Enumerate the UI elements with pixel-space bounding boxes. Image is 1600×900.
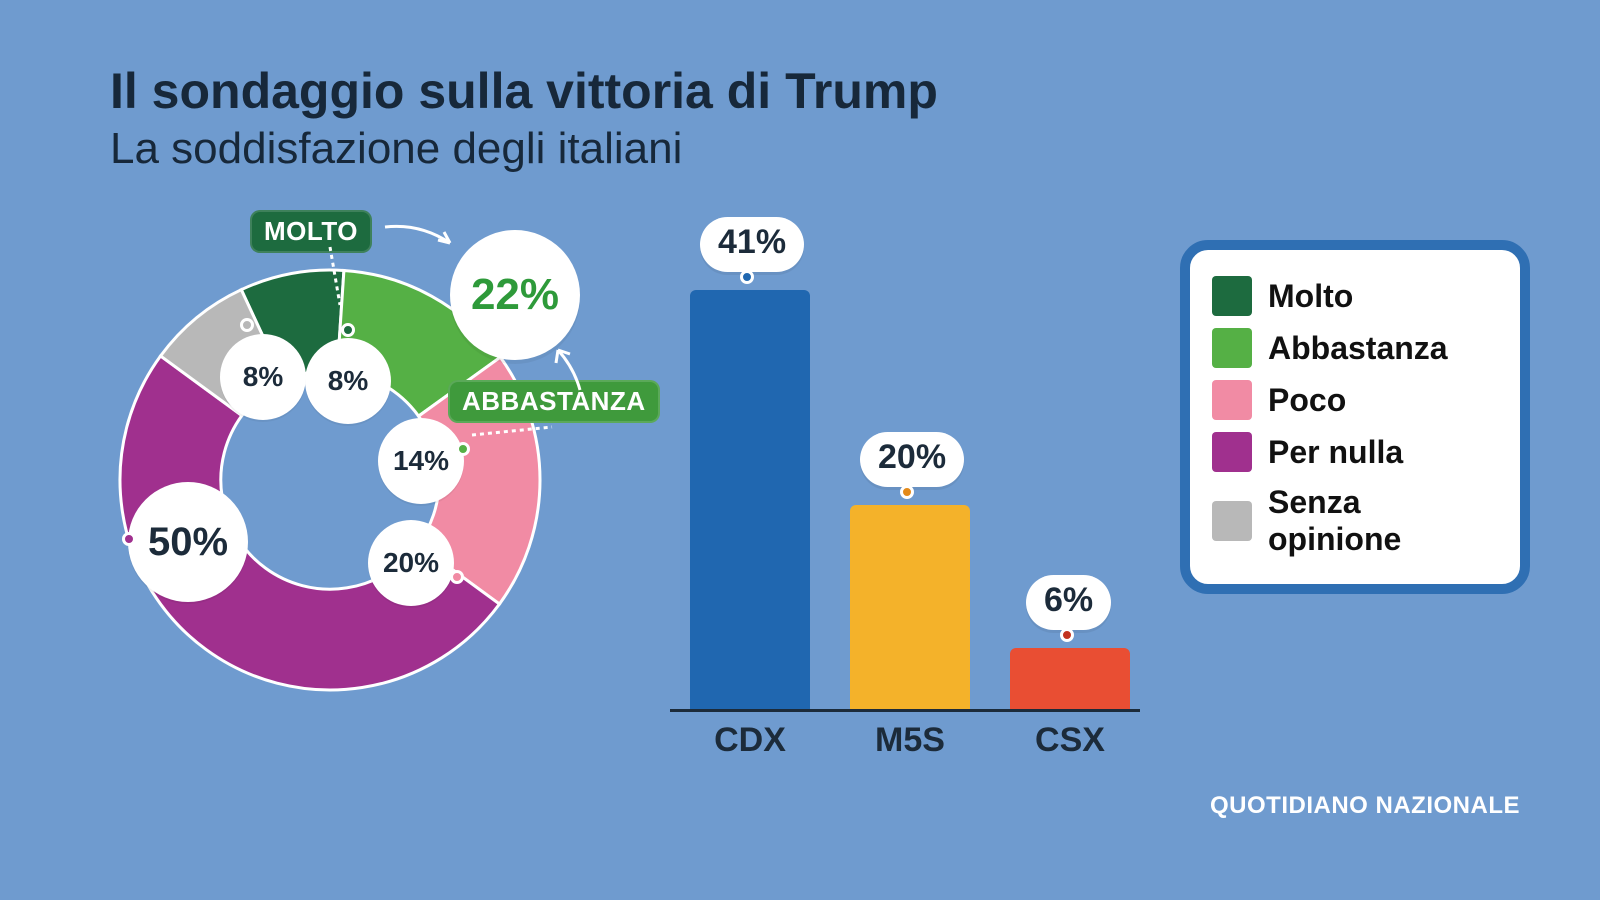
legend-swatch-abbastanza bbox=[1212, 328, 1252, 368]
source-footer: QUOTIDIANO NAZIONALE bbox=[1210, 792, 1520, 820]
bar-cdx bbox=[690, 290, 810, 709]
bar-value-cdx: 41% bbox=[700, 217, 804, 272]
bar-dot-m5s bbox=[900, 485, 914, 499]
bar-label-csx: CSX bbox=[990, 721, 1150, 760]
bar-dot-cdx bbox=[740, 270, 754, 284]
bar-chart: CDX M5S CSX 41% 20% 6% bbox=[670, 200, 1140, 760]
arrow-abbastanza-icon bbox=[540, 340, 600, 400]
legend-swatch-molto bbox=[1212, 276, 1252, 316]
legend-label-poco: Poco bbox=[1268, 382, 1346, 419]
legend-row-molto: Molto bbox=[1212, 270, 1498, 322]
bar-value-m5s: 20% bbox=[860, 432, 964, 487]
donut-dot-senza bbox=[240, 318, 254, 332]
dashline-molto-icon bbox=[300, 245, 370, 315]
legend-swatch-senza bbox=[1212, 501, 1252, 541]
bar-label-cdx: CDX bbox=[670, 721, 830, 760]
bar-value-csx: 6% bbox=[1026, 575, 1111, 630]
dashline-abbastanza-icon bbox=[470, 415, 560, 455]
arrow-molto-icon bbox=[380, 215, 470, 265]
donut-bubble-molto: 8% bbox=[305, 338, 391, 424]
legend-label-pernulla: Per nulla bbox=[1268, 434, 1403, 471]
legend-row-pernulla: Per nulla bbox=[1212, 426, 1498, 478]
donut-bubble-poco: 20% bbox=[368, 520, 454, 606]
donut-bubble-senza: 8% bbox=[220, 334, 306, 420]
donut-bubble-abbastanza: 14% bbox=[378, 418, 464, 504]
bar-label-m5s: M5S bbox=[830, 721, 990, 760]
bar-csx bbox=[1010, 648, 1130, 709]
donut-dot-molto bbox=[341, 323, 355, 337]
legend: Molto Abbastanza Poco Per nulla Senza op… bbox=[1180, 240, 1530, 594]
legend-swatch-pernulla bbox=[1212, 432, 1252, 472]
donut-bubble-pernulla: 50% bbox=[128, 482, 248, 602]
bar-m5s bbox=[850, 505, 970, 709]
legend-row-senza: Senza opinione bbox=[1212, 478, 1498, 564]
page-subtitle: La soddisfazione degli italiani bbox=[110, 124, 938, 174]
legend-label-abbastanza: Abbastanza bbox=[1268, 330, 1448, 367]
bar-dot-csx bbox=[1060, 628, 1074, 642]
legend-swatch-poco bbox=[1212, 380, 1252, 420]
legend-label-senza: Senza opinione bbox=[1268, 484, 1498, 558]
legend-label-molto: Molto bbox=[1268, 278, 1353, 315]
page-title: Il sondaggio sulla vittoria di Trump bbox=[110, 65, 938, 118]
donut-dot-abbastanza bbox=[456, 442, 470, 456]
bar-baseline bbox=[670, 709, 1140, 712]
legend-row-poco: Poco bbox=[1212, 374, 1498, 426]
legend-row-abbastanza: Abbastanza bbox=[1212, 322, 1498, 374]
donut-dot-poco bbox=[450, 570, 464, 584]
title-block: Il sondaggio sulla vittoria di Trump La … bbox=[110, 65, 938, 174]
donut-dot-pernulla bbox=[122, 532, 136, 546]
